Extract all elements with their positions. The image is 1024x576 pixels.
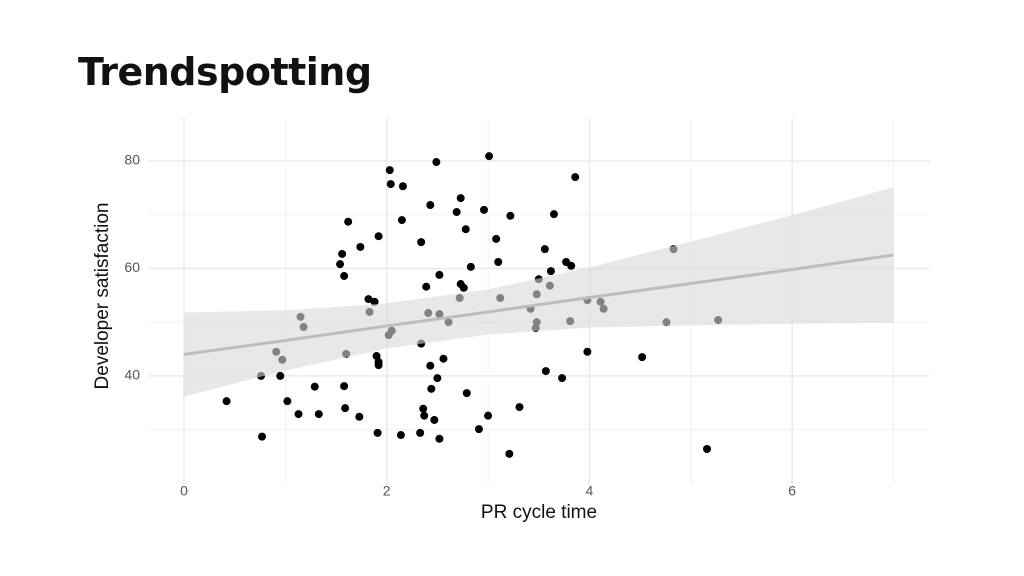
data-point [374,232,383,241]
x-tick-label: 4 [586,483,594,499]
data-point [338,249,347,258]
data-point [484,411,493,420]
data-point [222,397,231,406]
data-point [492,234,501,243]
data-point [398,182,407,191]
data-point [426,201,435,210]
data-point [540,245,549,254]
data-point [422,282,431,291]
data-point [276,371,285,380]
data-point [340,271,349,280]
y-tick-label: 60 [124,259,140,275]
data-point [340,382,349,391]
data-point [417,238,426,247]
data-point [396,431,405,440]
data-point [541,367,550,376]
data-point [506,211,515,220]
data-point [283,397,292,406]
data-point [336,260,345,269]
data-point [485,152,494,161]
data-point [341,404,350,413]
data-point [459,283,468,292]
data-point [515,403,524,412]
y-tick-label: 40 [124,367,140,383]
data-point [385,166,394,175]
data-point [558,374,567,383]
data-point [466,262,475,271]
trend-line [183,253,894,356]
y-tick-label: 80 [124,152,140,168]
data-point [452,208,461,217]
data-point [344,217,353,226]
data-point [426,361,435,370]
data-point [435,270,444,279]
data-point [258,432,267,441]
data-point [386,180,395,189]
x-tick-label: 2 [383,483,391,499]
data-point [546,267,555,276]
data-point [567,261,576,270]
data-point [370,297,379,306]
data-point [416,428,425,437]
data-point [456,194,465,203]
data-point [505,449,514,458]
data-point [638,353,647,362]
data-point [427,384,436,393]
data-point [294,410,303,419]
data-point [703,444,712,453]
data-point [474,425,483,434]
data-point [374,361,383,370]
data-point [461,225,470,234]
data-point [314,410,323,419]
data-point [571,173,580,182]
confidence-band [792,187,894,324]
x-axis-title: PR cycle time [481,502,597,523]
data-point [494,258,503,267]
confidence-band [285,303,387,371]
confidence-band [589,241,691,328]
data-point [397,216,406,225]
x-tick-label: 0 [180,483,188,499]
data-point [310,382,319,391]
data-point [356,242,365,251]
data-point [480,205,489,214]
data-point [373,428,382,437]
data-point [583,347,592,356]
data-point [462,389,471,398]
data-point [549,210,558,219]
slide-title: Trendspotting [78,50,372,94]
data-point [435,434,444,443]
data-point [430,415,439,424]
data-point [432,158,441,167]
data-point [433,374,442,383]
confidence-band [690,215,793,326]
data-point [439,354,448,363]
confidence-band [183,310,286,397]
confidence-band [488,267,590,335]
data-point [364,295,373,304]
data-point [420,411,429,420]
y-axis-title: Developer satisfaction [92,203,113,390]
x-tick-label: 6 [788,483,796,499]
data-point [355,412,364,421]
data-point [419,404,428,413]
